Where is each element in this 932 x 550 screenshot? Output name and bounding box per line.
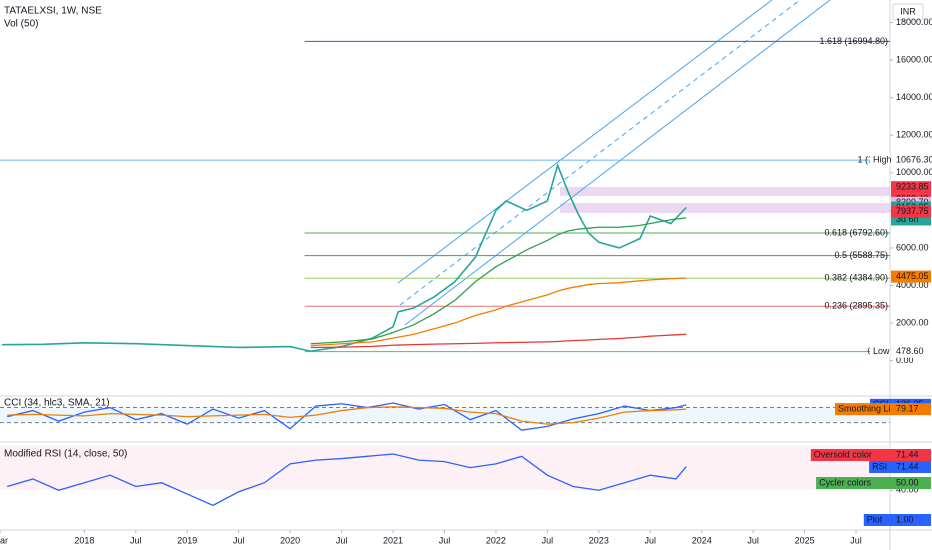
- series-line: [2, 162, 687, 353]
- series-line: [310, 217, 687, 345]
- badge-value-box: [891, 461, 931, 473]
- x-tick-label: Jul: [233, 535, 245, 545]
- x-tick-label: 2024: [692, 535, 712, 545]
- badge-name: Plot: [867, 514, 883, 524]
- badge-value: 71.44: [896, 449, 919, 459]
- x-tick-label: ar: [0, 535, 8, 545]
- badge-value: 1.00: [896, 514, 914, 524]
- badge-box: [810, 449, 891, 461]
- y-tick-label: 0.00: [896, 355, 914, 365]
- price-label: 478.60: [896, 346, 924, 356]
- y-tick-label: 16000.00: [896, 54, 932, 64]
- y-tick-label: 4000.00: [896, 280, 929, 290]
- x-tick-label: Jul: [336, 535, 348, 545]
- x-tick-label: 2023: [589, 535, 609, 545]
- channel-line: [404, 0, 831, 326]
- badge-name: RSI: [872, 461, 887, 471]
- subtitle: Vol (50): [4, 19, 38, 30]
- fib-label: 0.618 (6792.60): [824, 227, 888, 237]
- price-label-box: [891, 345, 931, 358]
- fib-label: 0.5 (5588.75): [834, 250, 888, 260]
- price-label: 10676.30: [896, 154, 932, 164]
- x-tick-label: 2025: [795, 535, 815, 545]
- x-tick-label: Jul: [850, 535, 862, 545]
- price-label: 4475.05: [896, 271, 929, 281]
- x-tick-label: Jul: [439, 535, 451, 545]
- x-tick-label: Jul: [747, 535, 759, 545]
- price-tag: 3d 6h: [896, 214, 919, 224]
- x-tick-label: Jul: [130, 535, 142, 545]
- price-tag: Low: [873, 346, 890, 356]
- rsi-band: [0, 445, 890, 490]
- badge-value-box: [891, 403, 931, 416]
- y-tick-label: 6000.00: [896, 242, 929, 252]
- price-label: 9233.85: [896, 182, 929, 192]
- fib-label: 0.382 (4384.90): [824, 273, 888, 283]
- x-tick-label: Jul: [645, 535, 657, 545]
- y-tick-label: 2000.00: [896, 317, 929, 327]
- series-line: [7, 406, 687, 425]
- badge-box: [863, 514, 891, 526]
- price-tag-box: [870, 345, 890, 358]
- x-tick-label: 2021: [383, 535, 403, 545]
- badge-box: [816, 477, 891, 489]
- badge-value: 79.17: [896, 404, 919, 414]
- badge-value-box: [891, 514, 931, 526]
- y-tick-label: 14000.00: [896, 92, 932, 102]
- y-tick-label: 40.00: [896, 485, 919, 495]
- fib-label: 1.618 (16994.80): [819, 36, 888, 46]
- currency-box: [892, 3, 924, 21]
- badge-value: 71.44: [896, 461, 919, 471]
- rsi-title: Modified RSI (14, close, 50): [4, 449, 127, 460]
- chart-title: TATAELXSI, 1W, NSE: [4, 6, 102, 17]
- price-label-box: [891, 154, 931, 167]
- currency: INR: [900, 6, 916, 16]
- x-tick-label: Jul: [542, 535, 554, 545]
- series-line: [310, 277, 687, 347]
- badge-name: Oversold color: [814, 449, 872, 459]
- badge-value-box: [891, 449, 931, 461]
- price-label: 7937.75: [896, 206, 929, 216]
- price-tag: High: [873, 154, 892, 164]
- fib-label: 0.236 (2895.35): [824, 301, 888, 311]
- x-tick-label: 2022: [486, 535, 506, 545]
- badge-name: Smoothing Line: [838, 404, 901, 414]
- zone: [560, 203, 890, 213]
- price-label-box: [891, 205, 931, 218]
- channel-line: [399, 0, 801, 306]
- y-tick-label: 18000.00: [896, 17, 932, 27]
- badge-name: Cycler colors: [819, 477, 872, 487]
- x-tick-label: 2019: [177, 535, 197, 545]
- x-tick-label: 2018: [74, 535, 94, 545]
- badge-value-box: [891, 477, 931, 489]
- badge-value: 50.00: [896, 477, 919, 487]
- band-fill: [0, 407, 890, 423]
- zone: [560, 187, 890, 196]
- y-tick-label: 12000.00: [896, 130, 932, 140]
- price-label-box: [891, 270, 931, 283]
- cci-title: CCI (34, hlc3, SMA, 21): [4, 398, 110, 409]
- price-tag-box: [870, 154, 890, 167]
- channel-line: [397, 0, 773, 284]
- price-label-box: [891, 181, 931, 194]
- series-line: [310, 333, 687, 349]
- badge-box: [835, 403, 891, 416]
- y-tick-label: 10000.00: [896, 167, 932, 177]
- badge-box: [869, 461, 891, 473]
- series-line: [7, 453, 687, 507]
- x-tick-label: 2020: [280, 535, 300, 545]
